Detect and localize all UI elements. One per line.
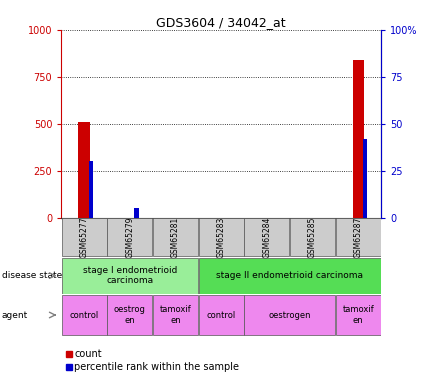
FancyBboxPatch shape [62, 295, 106, 335]
Text: percentile rank within the sample: percentile rank within the sample [74, 362, 240, 372]
Text: control: control [70, 310, 99, 320]
Bar [78, 122, 90, 218]
Text: agent: agent [2, 310, 28, 320]
Bar [89, 161, 93, 218]
Text: control: control [207, 310, 236, 320]
Text: GSM65287: GSM65287 [354, 216, 363, 258]
FancyBboxPatch shape [244, 295, 335, 335]
Bar [66, 351, 72, 357]
Text: stage I endometrioid
carcinoma: stage I endometrioid carcinoma [83, 266, 177, 285]
Text: GSM65285: GSM65285 [308, 216, 317, 258]
FancyBboxPatch shape [153, 218, 198, 256]
FancyBboxPatch shape [336, 218, 381, 256]
Bar [353, 60, 364, 217]
FancyBboxPatch shape [199, 218, 244, 256]
Bar [134, 208, 139, 218]
Text: GSM65283: GSM65283 [217, 216, 226, 258]
Text: count: count [74, 350, 102, 359]
Text: disease state: disease state [2, 271, 62, 280]
FancyBboxPatch shape [199, 258, 381, 294]
Text: oestrogen: oestrogen [268, 310, 311, 320]
FancyBboxPatch shape [153, 295, 198, 335]
FancyBboxPatch shape [336, 295, 381, 335]
FancyBboxPatch shape [290, 218, 335, 256]
Bar [363, 139, 367, 218]
Text: tamoxif
en: tamoxif en [159, 305, 191, 325]
FancyBboxPatch shape [107, 218, 152, 256]
Text: GSM65279: GSM65279 [125, 216, 134, 258]
Text: GSM65281: GSM65281 [171, 217, 180, 258]
FancyBboxPatch shape [107, 295, 152, 335]
Bar [66, 364, 72, 370]
FancyBboxPatch shape [244, 218, 289, 256]
Text: GSM65277: GSM65277 [80, 216, 88, 258]
FancyBboxPatch shape [62, 258, 198, 294]
Text: tamoxif
en: tamoxif en [343, 305, 374, 325]
FancyBboxPatch shape [199, 295, 244, 335]
Title: GDS3604 / 34042_at: GDS3604 / 34042_at [156, 16, 286, 29]
Text: GSM65284: GSM65284 [262, 216, 272, 258]
FancyBboxPatch shape [62, 218, 106, 256]
Text: oestrog
en: oestrog en [114, 305, 146, 325]
Text: stage II endometrioid carcinoma: stage II endometrioid carcinoma [216, 271, 363, 280]
